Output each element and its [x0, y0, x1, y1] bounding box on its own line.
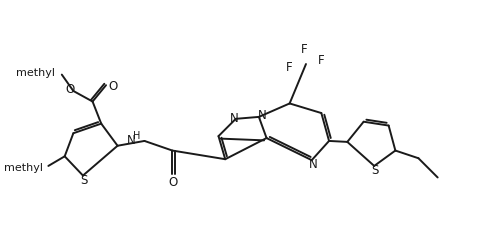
Text: O: O — [66, 82, 75, 95]
Text: F: F — [301, 43, 308, 56]
Text: H: H — [133, 131, 140, 141]
Text: S: S — [372, 164, 379, 177]
Text: O: O — [108, 80, 117, 93]
Text: methyl: methyl — [3, 163, 43, 173]
Text: methyl: methyl — [16, 68, 55, 78]
Text: S: S — [80, 174, 88, 187]
Text: N: N — [126, 134, 136, 147]
Text: F: F — [318, 54, 325, 67]
Text: N: N — [229, 112, 238, 125]
Text: O: O — [169, 176, 178, 189]
Text: N: N — [257, 109, 266, 123]
Text: F: F — [286, 61, 293, 74]
Text: N: N — [309, 158, 318, 172]
